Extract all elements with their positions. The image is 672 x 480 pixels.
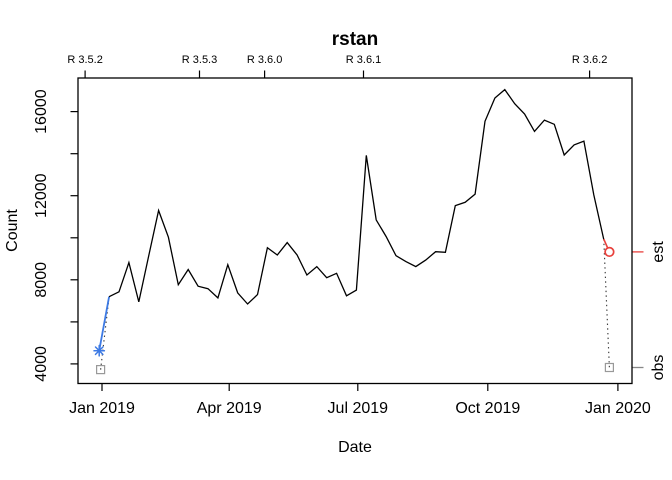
est-circle-marker (604, 246, 615, 258)
r-release-label: R 3.6.2 (572, 54, 607, 66)
r-release-label: R 3.6.1 (346, 54, 381, 66)
generated-chart-layer: Jan 2019 Apr 2019 Jul 2019 Oct 2019 Jan 2020… (33, 54, 667, 417)
est-asterisk-marker (93, 344, 106, 357)
downloads-series-line (108, 88, 605, 305)
r-release-label: R 3.6.0 (247, 54, 282, 66)
r-release-label: R 3.5.3 (182, 54, 217, 66)
est-connector-start (98, 296, 110, 351)
right-label-obs: obs (650, 355, 667, 381)
y-tick-label: 4000 (33, 346, 50, 382)
plot-box (77, 77, 633, 385)
x-axis-title: Date (338, 439, 372, 456)
dotted-connector-end (603, 239, 610, 368)
x-tick-label: Jul 2019 (328, 400, 389, 417)
y-axis-title: Count (4, 209, 21, 252)
x-tick-label: Apr 2019 (197, 400, 262, 417)
x-tick-label: Oct 2019 (455, 400, 520, 417)
obs-marker-start (95, 365, 106, 375)
x-tick-label: Jan 2019 (69, 400, 135, 417)
x-tick-label: Jan 2020 (585, 400, 651, 417)
y-tick-label: 12000 (33, 173, 50, 218)
right-label-est: est (650, 241, 667, 263)
y-tick-label: 16000 (33, 89, 50, 134)
y-tick-label: 8000 (33, 262, 50, 298)
obs-marker-end (604, 362, 615, 373)
plot-title: rstan (332, 29, 378, 50)
r-release-label: R 3.5.2 (67, 54, 102, 66)
